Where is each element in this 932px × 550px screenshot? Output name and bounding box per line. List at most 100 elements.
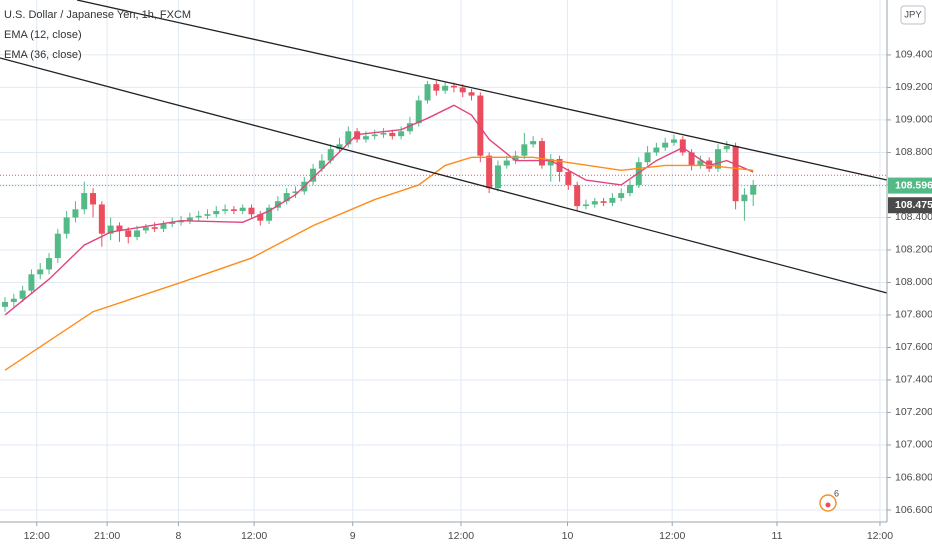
- candle-body: [72, 209, 79, 218]
- candle-body: [318, 160, 325, 169]
- candle-body: [248, 207, 255, 215]
- candle-body: [688, 152, 695, 166]
- candle-body: [609, 197, 616, 203]
- x-tick-label: 8: [175, 530, 181, 542]
- event-label: 6: [834, 488, 839, 498]
- y-tick-label: 107.200: [895, 406, 932, 418]
- candle-body: [292, 191, 299, 194]
- x-tick-label: 12:00: [867, 530, 893, 542]
- candle-body: [178, 220, 185, 223]
- y-tick-label: 108.400: [895, 211, 932, 223]
- price-label-box: [888, 197, 932, 214]
- candle-body: [336, 144, 343, 150]
- candle-body: [644, 152, 651, 163]
- x-tick-label: 21:00: [94, 530, 120, 542]
- candle-body: [134, 230, 141, 237]
- candle-body: [2, 301, 9, 307]
- candle-body: [362, 136, 369, 140]
- candle-body: [626, 184, 633, 194]
- y-tick-label: 107.400: [895, 374, 932, 386]
- candle-body: [582, 204, 589, 207]
- candle-body: [512, 155, 519, 161]
- currency-label: JPY: [904, 10, 922, 21]
- candle-body: [274, 201, 281, 208]
- candle-body: [37, 269, 44, 275]
- candle-body: [10, 298, 17, 302]
- y-tick-label: 106.600: [895, 504, 932, 516]
- candle-body: [723, 145, 730, 150]
- candle-body: [521, 144, 528, 156]
- x-tick-label: 12:00: [659, 530, 685, 542]
- ema-line: [4, 156, 754, 371]
- candle-body: [98, 204, 105, 234]
- candle-body: [204, 214, 211, 216]
- y-tick-label: 107.800: [895, 309, 932, 321]
- candle-body: [591, 201, 598, 205]
- candle-body: [230, 209, 237, 211]
- candle-body: [679, 139, 686, 153]
- candle-body: [380, 132, 387, 135]
- candle-body: [46, 258, 53, 270]
- x-tick-label: 9: [350, 530, 356, 542]
- candle-body: [345, 131, 352, 145]
- candle-body: [442, 85, 449, 91]
- y-tick-label: 109.200: [895, 81, 932, 93]
- candle-body: [63, 217, 70, 234]
- candle-body: [222, 209, 229, 211]
- candle-body: [618, 193, 625, 198]
- y-tick-label: 106.800: [895, 471, 932, 483]
- candle-body: [732, 145, 739, 202]
- legend-entry: EMA (12, close): [4, 29, 82, 41]
- candle-body: [257, 214, 264, 221]
- candle-body: [486, 155, 493, 189]
- candle-body: [142, 227, 149, 231]
- trend-line: [0, 57, 888, 294]
- candle-body: [503, 160, 510, 166]
- y-tick-label: 109.000: [895, 114, 932, 126]
- candle-body: [662, 142, 669, 148]
- candle-body: [398, 131, 405, 137]
- y-tick-label: 109.400: [895, 49, 932, 61]
- candle-body: [530, 141, 537, 145]
- price-label-box: [888, 177, 932, 194]
- candle-body: [741, 194, 748, 202]
- candle-body: [327, 149, 334, 161]
- event-dot: [825, 502, 831, 508]
- y-tick-label: 107.000: [895, 439, 932, 451]
- candle-body: [600, 201, 607, 203]
- price-label: 108.475: [895, 199, 932, 211]
- candle-body: [433, 84, 440, 91]
- candle-body: [160, 223, 167, 229]
- candle-body: [239, 207, 246, 211]
- x-tick-label: 12:00: [24, 530, 50, 542]
- candle-body: [54, 233, 61, 259]
- y-tick-label: 108.200: [895, 244, 932, 256]
- x-tick-label: 12:00: [241, 530, 267, 542]
- candle-body: [538, 141, 545, 166]
- candle-body: [195, 215, 202, 218]
- candle-body: [468, 92, 475, 96]
- x-tick-label: 12:00: [448, 530, 474, 542]
- ema-line: [4, 104, 754, 316]
- candle-body: [213, 210, 220, 215]
- candle-body: [494, 165, 501, 189]
- candle-body: [574, 184, 581, 207]
- candle-body: [125, 230, 132, 237]
- y-tick-label: 107.600: [895, 341, 932, 353]
- candle-body: [266, 207, 273, 221]
- trend-line: [76, 0, 888, 181]
- candle-body: [406, 123, 413, 132]
- candle-body: [283, 193, 290, 202]
- candle-body: [459, 87, 466, 93]
- candle-body: [415, 100, 422, 124]
- candle-body: [310, 168, 317, 182]
- candle-body: [186, 217, 193, 221]
- candle-body: [389, 132, 396, 137]
- currency-badge[interactable]: [900, 5, 926, 25]
- y-tick-label: 108.800: [895, 146, 932, 158]
- candle-body: [653, 147, 660, 153]
- legend-entry: EMA (36, close): [4, 49, 82, 61]
- candle-body: [81, 193, 88, 210]
- candle-body: [565, 171, 572, 185]
